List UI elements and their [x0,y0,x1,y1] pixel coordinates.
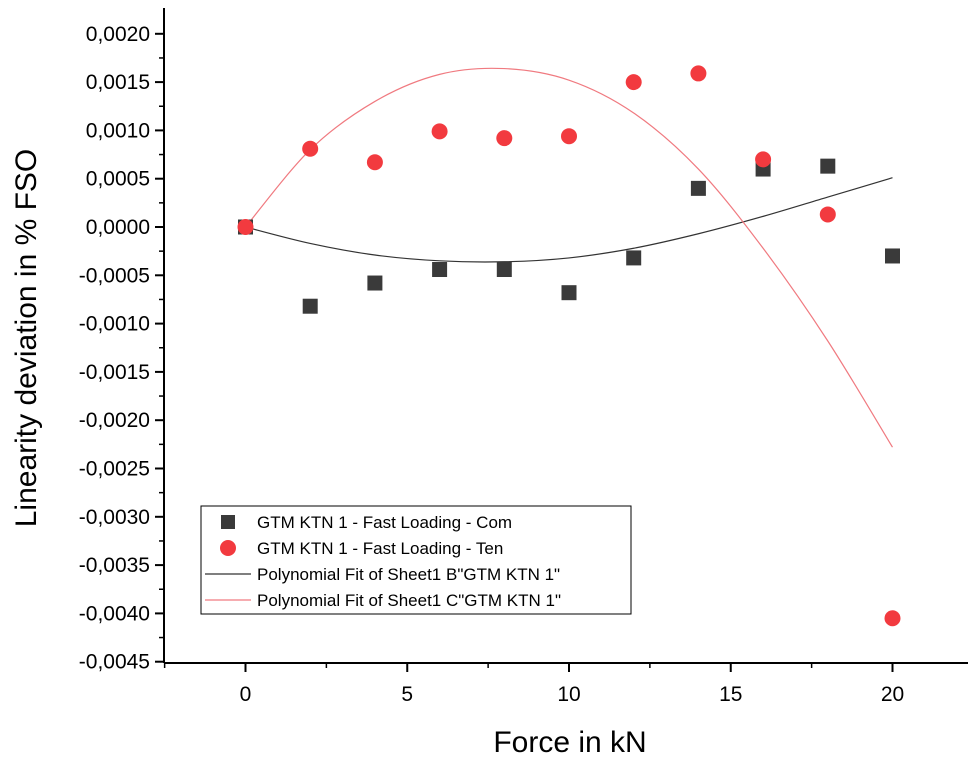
legend: GTM KTN 1 - Fast Loading - Com GTM KTN 1 … [200,505,632,615]
y-axis-title: Linearity deviation in % FSO [10,149,43,528]
y-tick-label: 0,0000 [86,216,150,239]
data-point-ten [496,130,513,147]
legend-box [200,505,632,615]
data-point-ten [755,151,772,168]
y-tick-label: 0,0015 [86,71,150,94]
data-point-com [885,248,900,264]
legend-label: Polynomial Fit of Sheet1 B"GTM KTN 1" [257,565,560,584]
data-point-com [432,262,448,278]
x-tick-label: 10 [557,683,580,706]
legend-label: GTM KTN 1 - Fast Loading - Ten [257,539,503,558]
data-point-ten [884,610,901,627]
data-point-com [690,180,706,196]
data-point-ten [625,74,642,91]
data-point-ten [302,140,319,157]
data-point-com [367,275,383,291]
y-tick-label: -0,0015 [79,361,150,384]
y-tick-label: 0,0005 [86,168,150,191]
data-point-com [626,250,642,266]
data-point-com [496,262,512,278]
data-point-ten [237,219,254,235]
y-tick-label: -0,0025 [79,458,150,481]
data-point-com [302,298,318,314]
x-tick-label: 0 [240,683,252,706]
data-point-ten [431,123,448,140]
y-tick-label: -0,0005 [79,264,150,287]
y-tick-label: -0,0010 [79,313,150,336]
data-point-ten [366,154,383,171]
data-point-ten [561,128,577,145]
axes: 0,0020 0,0015 0,0010 0,0005 0,0000 -0,0005 -0,… [79,8,968,706]
y-tick-label: -0,0030 [79,506,150,529]
y-tick-label: -0,0045 [79,651,150,674]
data-point-ten [819,206,836,223]
x-tick-label: 15 [719,683,742,706]
x-tick-label: 5 [401,683,413,706]
legend-label: GTM KTN 1 - Fast Loading - Com [257,513,512,532]
fit-line-3 [245,67,894,448]
x-tick-label: 20 [881,683,904,706]
data-point-com [820,158,836,174]
legend-label: Polynomial Fit of Sheet1 C"GTM KTN 1" [257,591,561,610]
y-tick-label: -0,0035 [79,554,150,577]
y-tick-label: -0,0020 [79,409,150,432]
y-tick-label: 0,0020 [86,23,150,46]
fit-line-2 [245,177,893,263]
y-tick-label: -0,0040 [79,602,150,625]
data-point-ten [690,65,707,82]
legend-symbol [220,540,236,556]
legend-symbol [221,515,235,529]
x-axis-title: Force in kN [493,726,646,759]
series-layer [237,65,901,627]
data-point-com [561,285,577,301]
y-tick-label: 0,0010 [86,119,150,142]
